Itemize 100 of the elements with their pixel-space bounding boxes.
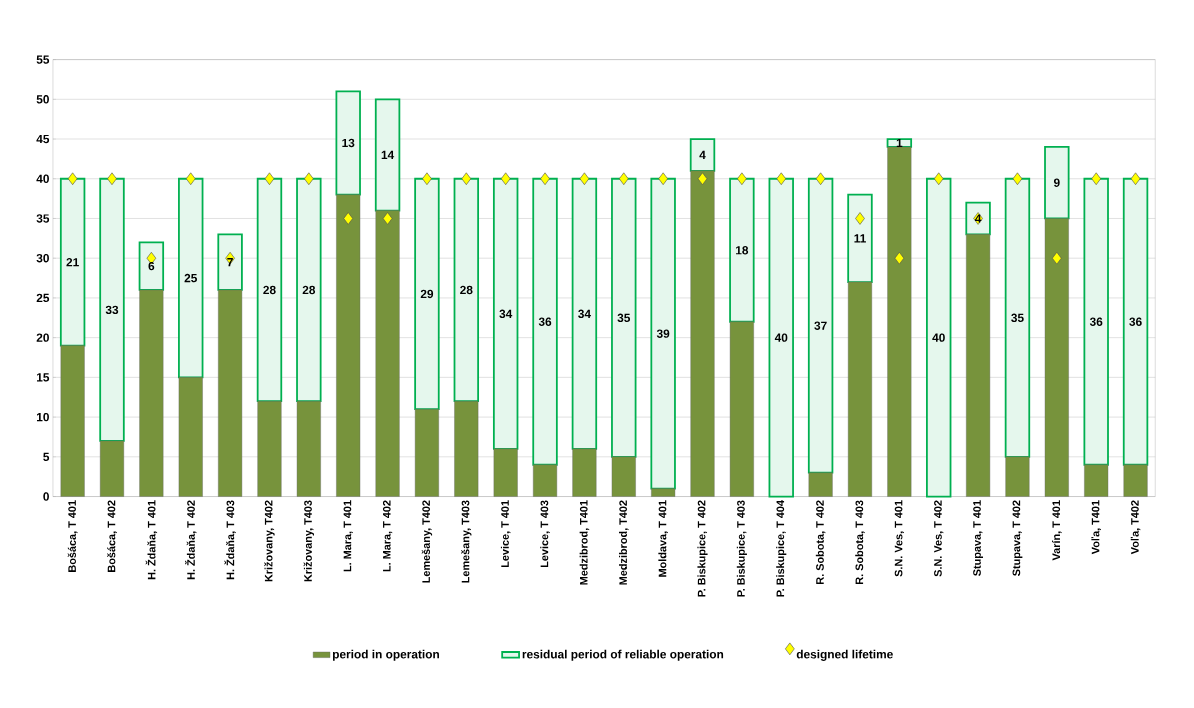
data-label: 34 — [578, 309, 591, 318]
bar — [454, 400, 479, 497]
point — [185, 172, 196, 185]
bar — [729, 321, 754, 497]
bar — [374, 98, 401, 212]
bar — [808, 472, 833, 497]
data-label: 21 — [66, 258, 79, 267]
x-tick-label: S.N. Ves, T 402 — [934, 500, 944, 577]
data-label: 6 — [148, 261, 155, 271]
bar — [336, 194, 361, 497]
data-label: 35 — [1011, 313, 1024, 322]
x-tick-label: R. Sobota, T 403 — [855, 500, 865, 584]
x-tick-label: Varín, T 401 — [1052, 500, 1062, 561]
data-label: 11 — [854, 234, 866, 243]
data-label: 18 — [736, 246, 749, 255]
point — [107, 172, 117, 185]
data-label: 28 — [263, 285, 276, 295]
y-tick-label: 10 — [36, 412, 49, 422]
x-tick-label: Levice, T 403 — [540, 500, 550, 568]
y-tick-label: 20 — [36, 333, 49, 342]
bar — [689, 138, 716, 172]
bar — [532, 177, 558, 466]
point — [540, 172, 550, 185]
point — [67, 172, 78, 185]
bar — [375, 210, 400, 497]
x-tick-label: Moldava, T 401 — [658, 500, 668, 577]
y-tick-label: 45 — [36, 134, 50, 144]
data-label: 36 — [538, 317, 552, 326]
point — [1091, 172, 1101, 185]
point — [579, 172, 590, 185]
bar — [1122, 177, 1149, 466]
bar — [257, 400, 282, 497]
bar — [611, 456, 636, 497]
bar — [533, 464, 558, 497]
data-label: 14 — [381, 150, 395, 159]
point — [933, 172, 944, 185]
bar — [1083, 177, 1109, 466]
y-tick-label: 35 — [36, 214, 50, 223]
bar — [650, 177, 676, 490]
x-tick-label: H. Ždaňa, T 401 — [145, 500, 158, 580]
y-tick-label: 40 — [36, 174, 49, 183]
bar — [1005, 456, 1030, 497]
bar — [572, 448, 597, 497]
bar — [1044, 218, 1069, 497]
bar — [651, 488, 676, 497]
x-tick-label: S.N. Ves, T 401 — [894, 500, 904, 577]
bar — [807, 177, 834, 474]
point — [382, 212, 393, 225]
data-label: 28 — [460, 285, 473, 295]
bar — [256, 177, 283, 403]
legend-label: residual period of reliable operation — [522, 649, 724, 661]
data-label: 13 — [342, 138, 355, 148]
point — [697, 172, 708, 185]
point — [500, 172, 511, 185]
x-tick-label: Medzibrod, T401 — [579, 500, 590, 585]
point — [815, 172, 826, 185]
data-label: 36 — [1089, 317, 1103, 326]
bar — [611, 177, 637, 458]
point — [619, 172, 629, 185]
bar — [571, 177, 598, 450]
y-tick-label: 0 — [43, 492, 49, 501]
bar — [847, 193, 873, 283]
point — [264, 172, 275, 185]
bar — [414, 177, 440, 411]
point — [304, 172, 314, 185]
x-tick-label: Stupava, T 401 — [973, 500, 984, 576]
data-label: 36 — [1129, 317, 1142, 326]
y-tick-label: 25 — [36, 293, 50, 303]
point — [894, 251, 905, 265]
point — [422, 172, 432, 185]
x-tick-label: Levice, T 401 — [500, 500, 511, 568]
x-tick-label: L. Mara, T 401 — [343, 500, 353, 572]
data-label: 37 — [814, 321, 827, 330]
data-label: 4 — [974, 214, 982, 223]
bar — [690, 170, 715, 497]
legend-label: period in operation — [332, 649, 439, 661]
x-tick-label: L. Mara, T 402 — [382, 500, 393, 572]
bar — [1004, 177, 1031, 458]
data-label: 9 — [1053, 178, 1060, 187]
data-label: 33 — [105, 305, 119, 315]
bar — [138, 241, 165, 291]
x-tick-label: Križovany, T402 — [264, 500, 275, 582]
bar — [335, 90, 361, 196]
data-label: 35 — [617, 313, 631, 322]
bar — [926, 177, 952, 498]
bar — [296, 400, 321, 497]
x-tick-label: Medzibrod, T402 — [619, 500, 629, 585]
x-tick-label: H. Ždaňa, T 402 — [185, 500, 197, 580]
point — [855, 212, 865, 225]
x-tick-label: Križovany, T403 — [303, 500, 315, 582]
x-tick-label: H. Ždaňa, T 403 — [224, 500, 236, 580]
x-tick-label: Stupava, T 402 — [1012, 500, 1023, 576]
bar — [139, 289, 164, 497]
point — [1130, 172, 1141, 185]
y-tick-label: 50 — [36, 95, 49, 104]
data-label: 1 — [896, 138, 903, 148]
bar — [493, 448, 518, 497]
data-label: 40 — [932, 333, 945, 342]
bar — [59, 177, 86, 347]
point — [776, 172, 787, 185]
